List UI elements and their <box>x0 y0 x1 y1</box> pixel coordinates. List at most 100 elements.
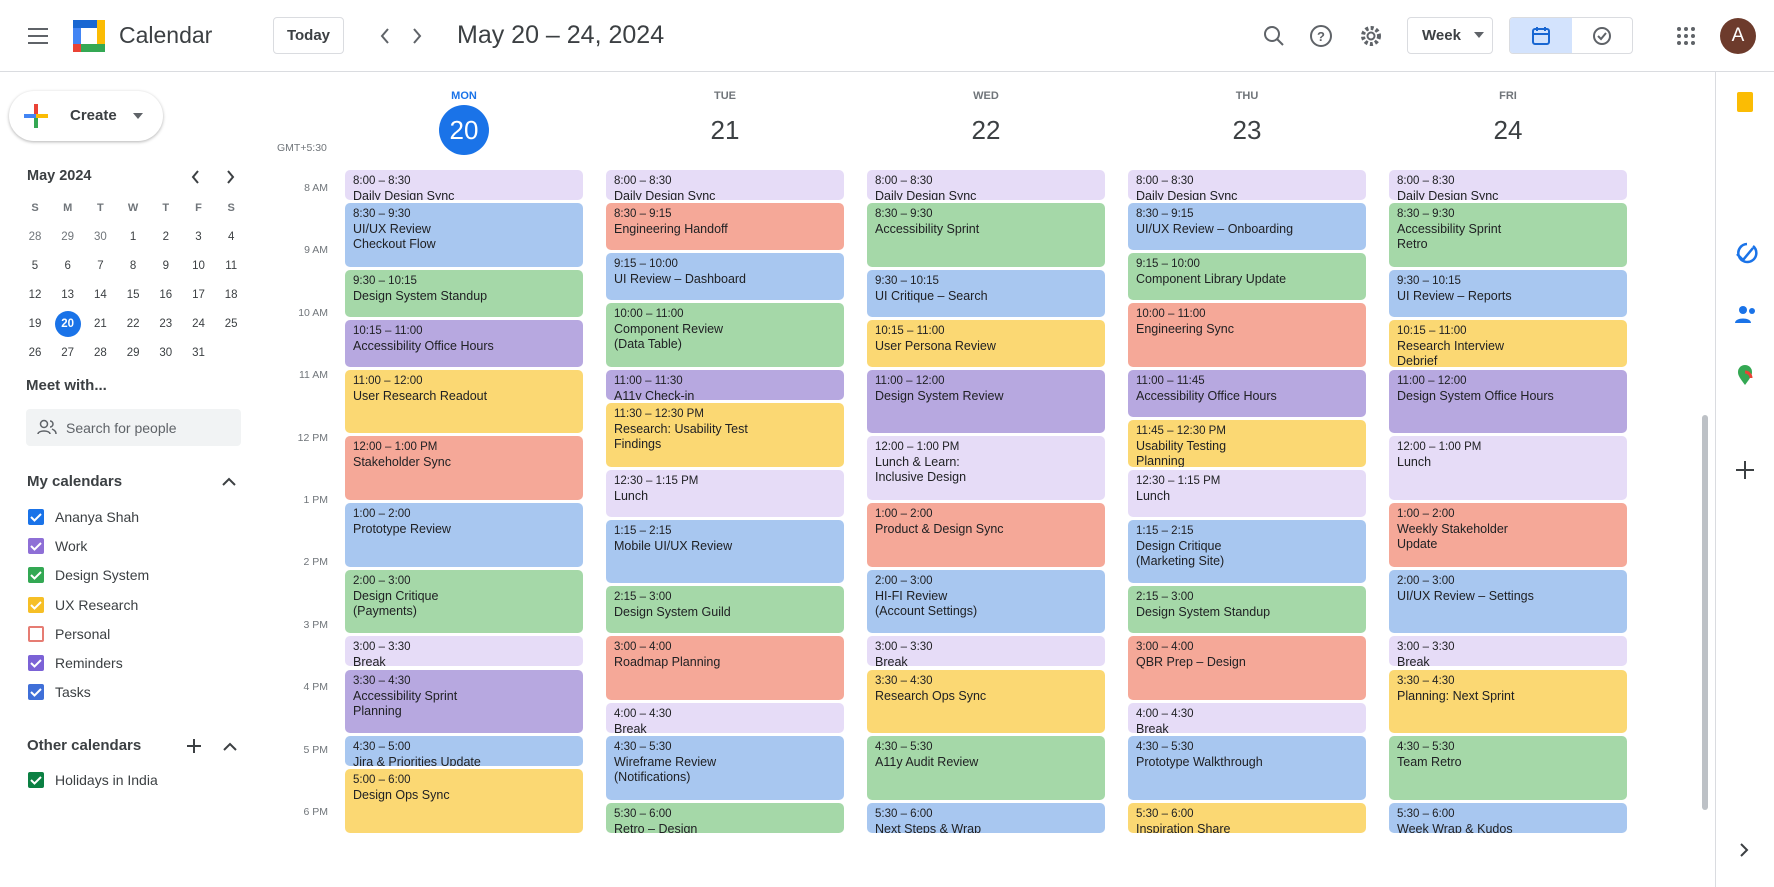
mini-day[interactable]: 3 <box>195 231 202 243</box>
tasks-mode-icon[interactable] <box>1592 26 1612 46</box>
mini-day[interactable]: 27 <box>61 347 75 359</box>
mini-day[interactable]: 18 <box>224 289 238 301</box>
event[interactable]: 11:00 – 12:00 Design System Office Hours <box>1389 369 1627 434</box>
mini-day[interactable]: 7 <box>97 260 104 272</box>
mini-day[interactable]: 16 <box>159 289 173 301</box>
event[interactable]: 12:00 – 1:00 PM Lunch <box>1389 436 1627 500</box>
mini-day[interactable]: 24 <box>192 318 205 330</box>
event[interactable]: 1:15 – 2:15 Design Critique (Marketing Si… <box>1128 519 1366 584</box>
event[interactable]: 5:30 – 6:00 Retro – Design <box>606 802 844 833</box>
mini-day[interactable]: 11 <box>225 260 238 272</box>
search-icon[interactable] <box>1262 24 1286 48</box>
mini-day[interactable]: 20 <box>54 311 81 337</box>
event[interactable]: 8:00 – 8:30 Daily Design Sync <box>606 170 844 201</box>
event[interactable]: 1:00 – 2:00 Product & Design Sync <box>867 503 1105 567</box>
mini-day[interactable]: 5 <box>31 260 39 272</box>
event[interactable]: 12:00 – 1:00 PM Lunch & Learn: Inclusive … <box>867 436 1105 500</box>
event[interactable]: 9:30 – 10:15 UI Critique – Search <box>867 269 1105 317</box>
mini-day[interactable]: 14 <box>93 289 107 301</box>
event[interactable]: 4:30 – 5:30 Prototype Walkthrough <box>1128 736 1366 800</box>
event[interactable]: 10:00 – 11:00 Component Review (Data Tabl… <box>606 303 844 367</box>
create-button[interactable]: Create <box>9 91 163 141</box>
event[interactable]: 11:45 – 12:30 PM Usability Testing Planni… <box>1128 419 1366 467</box>
mini-day[interactable]: 31 <box>192 347 205 359</box>
tasks-icon[interactable] <box>1736 242 1758 264</box>
calendar-checkbox[interactable] <box>28 772 44 788</box>
calendar-mode[interactable] <box>1510 18 1572 53</box>
mini-day[interactable]: 12 <box>28 289 42 301</box>
event[interactable]: 11:00 – 12:00 User Research Readout <box>345 369 583 434</box>
mini-day[interactable]: 4 <box>227 231 235 243</box>
event[interactable]: 8:30 – 9:30 UI/UX Review Checkout Flow <box>345 203 583 267</box>
people-search[interactable]: Search for people <box>26 409 241 446</box>
calendar-checkbox[interactable] <box>28 509 44 525</box>
event[interactable]: 5:30 – 6:00 Next Steps & Wrap <box>867 802 1105 833</box>
event[interactable]: 11:00 – 11:45 Accessibility Office Hours <box>1128 369 1366 417</box>
event[interactable]: 3:00 – 4:00 Roadmap Planning <box>606 636 844 700</box>
event[interactable]: 4:00 – 4:30 Break <box>1128 702 1366 734</box>
event[interactable]: 4:30 – 5:30 A11y Audit Review <box>867 736 1105 800</box>
add-icon[interactable] <box>1736 461 1754 479</box>
event[interactable]: 3:30 – 4:30 Planning: Next Sprint <box>1389 669 1627 734</box>
event[interactable]: 3:30 – 4:30 Research Ops Sync <box>867 669 1105 734</box>
event[interactable]: 12:00 – 1:00 PM Stakeholder Sync <box>345 436 583 500</box>
mini-day[interactable]: 25 <box>224 318 238 330</box>
event[interactable]: 10:15 – 11:00 Research Interview Debrief <box>1389 319 1627 367</box>
calendar-checkbox[interactable] <box>28 567 44 584</box>
event[interactable]: 5:30 – 6:00 Week Wrap & Kudos <box>1389 802 1627 833</box>
mini-day[interactable]: 28 <box>28 231 42 243</box>
event[interactable]: 11:30 – 12:30 PM Research: Usability Test… <box>606 403 844 467</box>
event[interactable]: 12:30 – 1:15 PM Lunch <box>1128 469 1366 517</box>
event[interactable]: 5:30 – 6:00 Inspiration Share <box>1128 802 1366 833</box>
event[interactable]: 4:30 – 5:30 Team Retro <box>1389 736 1627 800</box>
event[interactable]: 10:00 – 11:00 Engineering Sync <box>1128 303 1366 367</box>
nav-arrows[interactable] <box>374 26 430 46</box>
menu-icon[interactable] <box>26 24 50 48</box>
event[interactable]: 8:30 – 9:30 Accessibility Sprint <box>867 203 1105 267</box>
mini-day[interactable]: 15 <box>126 289 140 301</box>
event[interactable]: 3:00 – 3:30 Break <box>345 636 583 667</box>
calendar-checkbox[interactable] <box>28 684 44 701</box>
today-button[interactable]: Today <box>273 17 344 54</box>
calendar-checkbox[interactable] <box>28 596 44 613</box>
event[interactable]: 2:15 – 3:00 Design System Standup <box>1128 586 1366 634</box>
event[interactable]: 1:15 – 2:15 Mobile UI/UX Review <box>606 519 844 584</box>
event[interactable]: 1:00 – 2:00 Weekly Stakeholder Update <box>1389 503 1627 567</box>
event[interactable]: 9:30 – 10:15 UI Review – Reports <box>1389 269 1627 317</box>
mini-day[interactable]: 1 <box>129 231 137 243</box>
mini-nav[interactable] <box>188 168 238 186</box>
event[interactable]: 2:00 – 3:00 HI-FI Review (Account Setting… <box>867 569 1105 634</box>
settings-icon[interactable] <box>1359 24 1383 48</box>
view-select[interactable]: Week <box>1407 17 1493 54</box>
mini-day[interactable]: 2 <box>162 231 169 243</box>
mini-day[interactable]: 21 <box>93 318 107 330</box>
event[interactable]: 12:30 – 1:15 PM Lunch <box>606 469 844 517</box>
mini-day[interactable]: 26 <box>28 347 42 359</box>
mini-day[interactable]: 10 <box>192 260 205 272</box>
event[interactable]: 4:30 – 5:00 Jira & Priorities Update <box>345 736 583 767</box>
event[interactable]: 8:30 – 9:15 Engineering Handoff <box>606 203 844 251</box>
mini-day[interactable]: 23 <box>159 318 173 330</box>
event[interactable]: 4:00 – 4:30 Break <box>606 702 844 734</box>
event[interactable]: 9:30 – 10:15 Design System Standup <box>345 269 583 317</box>
keep-icon[interactable] <box>1737 92 1753 112</box>
event[interactable]: 3:00 – 4:00 QBR Prep – Design <box>1128 636 1366 700</box>
event[interactable]: 10:15 – 11:00 User Persona Review <box>867 319 1105 367</box>
apps-icon[interactable] <box>1676 26 1696 46</box>
event[interactable]: 8:00 – 8:30 Daily Design Sync <box>1128 170 1366 201</box>
mini-day[interactable]: 30 <box>159 347 173 359</box>
day-number[interactable]: 21 <box>710 115 740 145</box>
calendar-checkbox[interactable] <box>28 655 44 671</box>
event[interactable]: 1:00 – 2:00 Prototype Review <box>345 503 583 567</box>
mini-day[interactable]: 9 <box>162 260 169 272</box>
event[interactable]: 11:00 – 11:30 A11y Check-in <box>606 369 844 401</box>
other-calendars-actions[interactable] <box>186 738 238 754</box>
event[interactable]: 8:30 – 9:15 UI/UX Review – Onboarding <box>1128 203 1366 251</box>
event[interactable]: 5:00 – 6:00 Design Ops Sync <box>345 769 583 833</box>
event[interactable]: 8:00 – 8:30 Daily Design Sync <box>1389 170 1627 201</box>
event[interactable]: 11:00 – 12:00 Design System Review <box>867 369 1105 434</box>
scrollbar[interactable] <box>1702 415 1708 810</box>
day-number[interactable]: 22 <box>971 115 1001 145</box>
event[interactable]: 8:00 – 8:30 Daily Design Sync <box>345 170 583 201</box>
event[interactable]: 10:15 – 11:00 Accessibility Office Hours <box>345 319 583 367</box>
